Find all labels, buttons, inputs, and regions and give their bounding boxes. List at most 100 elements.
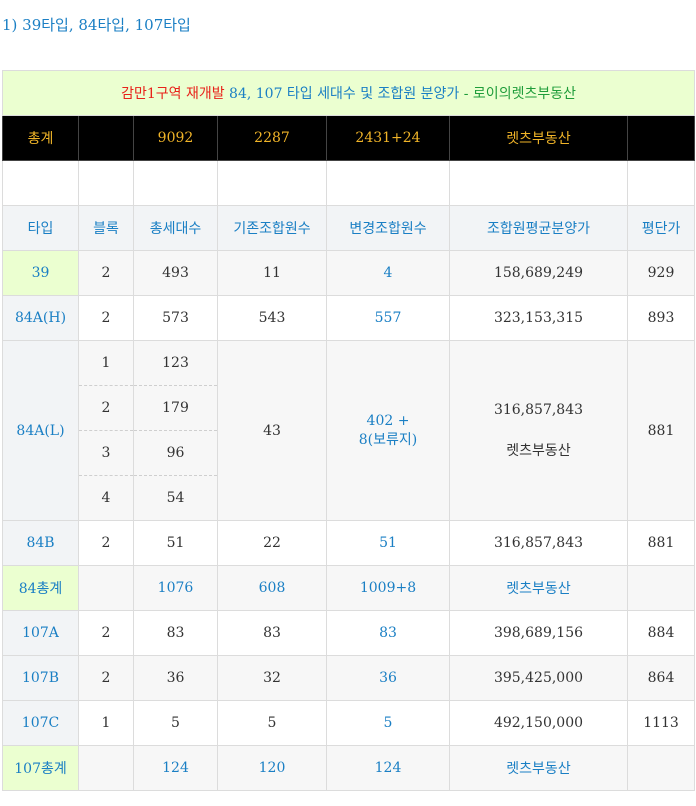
subtotal-row-84: 84총계 1076 608 1009+8 렛츠부동산 xyxy=(2,565,696,611)
header-existing-members: 기존조합원수 xyxy=(217,205,327,251)
changed-cell: 51 xyxy=(326,520,450,566)
type-cell: 39 xyxy=(2,250,79,296)
table-row-39: 39 2 493 11 4 158,689,249 929 xyxy=(2,250,696,296)
price-cell: 398,689,156 xyxy=(449,610,628,656)
existing-cell: 43 xyxy=(217,340,327,521)
block-cell: 2 xyxy=(78,610,134,656)
pyeong-cell: 881 xyxy=(626,520,696,566)
table-subrow: 3 96 xyxy=(3,430,695,476)
changed-cell: 124 xyxy=(326,745,450,791)
block-cell xyxy=(78,745,134,791)
units-cell: 96 xyxy=(133,430,218,476)
price-table: 감만1구역 재개발 84, 107 타입 세대수 및 조합원 분양가 - 로이의… xyxy=(1,70,696,791)
pyeong-cell: 1113 xyxy=(626,700,696,746)
pyeong-cell xyxy=(626,565,696,611)
type-cell: 107총계 xyxy=(2,745,79,791)
existing-cell: 83 xyxy=(217,610,327,656)
pyeong-cell xyxy=(626,745,696,791)
units-cell: 493 xyxy=(133,250,218,296)
units-cell: 123 xyxy=(133,340,218,386)
units-cell: 573 xyxy=(133,295,218,341)
total-existing: 2287 xyxy=(217,115,327,161)
pyeong-cell: 884 xyxy=(626,610,696,656)
table-title-row: 감만1구역 재개발 84, 107 타입 세대수 및 조합원 분양가 - 로이의… xyxy=(1,70,696,116)
type-cell: 84A(L) xyxy=(2,340,79,521)
table-row-107c: 107C 1 5 5 5 492,150,000 1113 xyxy=(2,700,696,746)
table-title: 감만1구역 재개발 84, 107 타입 세대수 및 조합원 분양가 - 로이의… xyxy=(1,70,696,116)
block-cell: 2 xyxy=(78,295,134,341)
table-row-107a: 107A 2 83 83 83 398,689,156 884 xyxy=(2,610,696,656)
watermark-text: 렛츠부동산 xyxy=(506,442,571,459)
units-cell: 1076 xyxy=(133,565,218,611)
type-cell: 84총계 xyxy=(2,565,79,611)
header-row: 타입 블록 총세대수 기존조합원수 변경조합원수 조합원평균분양가 평단가 xyxy=(2,205,696,251)
block-cell: 3 xyxy=(78,430,134,476)
changed-line-2: 8(보류지) xyxy=(358,431,418,448)
block-cell: 2 xyxy=(78,520,134,566)
units-cell: 36 xyxy=(133,655,218,701)
changed-cell: 5 xyxy=(326,700,450,746)
existing-cell: 608 xyxy=(217,565,327,611)
total-block xyxy=(78,115,134,161)
price-cell: 158,689,249 xyxy=(449,250,628,296)
pyeong-cell: 929 xyxy=(626,250,696,296)
block-cell: 1 xyxy=(78,700,134,746)
type-cell: 107B xyxy=(2,655,79,701)
type-cell: 107A xyxy=(2,610,79,656)
units-cell: 5 xyxy=(133,700,218,746)
spacer-row xyxy=(2,160,696,206)
price-cell: 395,425,000 xyxy=(449,655,628,701)
pyeong-cell: 881 xyxy=(626,340,696,521)
grand-total-row: 총계 9092 2287 2431+24 렛츠부동산 xyxy=(2,115,696,161)
block-cell: 2 xyxy=(78,385,134,431)
existing-cell: 5 xyxy=(217,700,327,746)
section-heading: 1) 39타입, 84타입, 107타입 xyxy=(2,16,191,34)
price-cell: 316,857,843 렛츠부동산 xyxy=(449,340,628,521)
block-cell: 1 xyxy=(78,340,134,386)
subtotal-row-107: 107총계 124 120 124 렛츠부동산 xyxy=(2,745,696,791)
table-subrow: 2 179 xyxy=(3,385,695,431)
changed-cell: 1009+8 xyxy=(326,565,450,611)
price-value: 316,857,843 xyxy=(493,401,584,418)
total-pyeong xyxy=(626,115,696,161)
block-cell: 2 xyxy=(78,250,134,296)
changed-cell: 83 xyxy=(326,610,450,656)
total-changed: 2431+24 xyxy=(326,115,450,161)
changed-cell: 36 xyxy=(326,655,450,701)
pyeong-cell: 893 xyxy=(626,295,696,341)
header-changed-members: 변경조합원수 xyxy=(326,205,450,251)
units-cell: 83 xyxy=(133,610,218,656)
table-row-84ah: 84A(H) 2 573 543 557 323,153,315 893 xyxy=(2,295,696,341)
block-cell: 4 xyxy=(78,475,134,521)
price-cell: 492,150,000 xyxy=(449,700,628,746)
type-cell: 84A(H) xyxy=(2,295,79,341)
total-units: 9092 xyxy=(133,115,218,161)
existing-cell: 543 xyxy=(217,295,327,341)
header-type: 타입 xyxy=(2,205,79,251)
existing-cell: 22 xyxy=(217,520,327,566)
existing-cell: 11 xyxy=(217,250,327,296)
units-cell: 54 xyxy=(133,475,218,521)
changed-cell: 402 + 8(보류지) xyxy=(326,340,450,521)
units-cell: 179 xyxy=(133,385,218,431)
price-cell: 316,857,843 xyxy=(449,520,628,566)
table-row-84b: 84B 2 51 22 51 316,857,843 881 xyxy=(2,520,696,566)
header-total-units: 총세대수 xyxy=(133,205,218,251)
units-cell: 124 xyxy=(133,745,218,791)
type-cell: 84B xyxy=(2,520,79,566)
table-row-84al: 84A(L) 1 123 43 402 + 8(보류지) 316,857,843… xyxy=(2,340,696,521)
pyeong-cell: 864 xyxy=(626,655,696,701)
header-pyeong-price: 평단가 xyxy=(626,205,696,251)
table-row-107b: 107B 2 36 32 36 395,425,000 864 xyxy=(2,655,696,701)
watermark-cell: 렛츠부동산 xyxy=(449,745,628,791)
total-label: 총계 xyxy=(2,115,79,161)
type-cell: 107C xyxy=(2,700,79,746)
block-cell xyxy=(78,565,134,611)
watermark-cell: 렛츠부동산 xyxy=(449,565,628,611)
price-cell: 323,153,315 xyxy=(449,295,628,341)
changed-cell: 4 xyxy=(326,250,450,296)
existing-cell: 120 xyxy=(217,745,327,791)
units-cell: 51 xyxy=(133,520,218,566)
header-avg-price: 조합원평균분양가 xyxy=(449,205,628,251)
total-watermark: 렛츠부동산 xyxy=(449,115,628,161)
